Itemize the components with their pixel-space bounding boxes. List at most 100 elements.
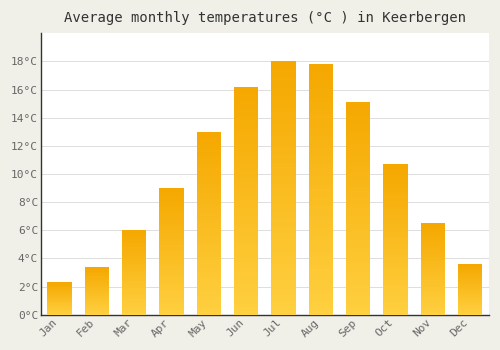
Bar bbox=[421, 226, 445, 228]
Bar bbox=[458, 285, 482, 286]
Bar bbox=[346, 268, 370, 272]
Bar bbox=[197, 171, 221, 174]
Bar bbox=[197, 162, 221, 165]
Bar bbox=[85, 312, 109, 313]
Bar bbox=[384, 182, 407, 184]
Bar bbox=[309, 294, 333, 298]
Bar bbox=[346, 109, 370, 113]
Bar bbox=[197, 229, 221, 232]
Bar bbox=[160, 226, 184, 228]
Bar bbox=[197, 290, 221, 293]
Bar bbox=[272, 243, 295, 247]
Bar bbox=[384, 184, 407, 187]
Bar bbox=[122, 309, 146, 310]
Bar bbox=[272, 264, 295, 268]
Bar bbox=[384, 262, 407, 265]
Bar bbox=[309, 285, 333, 290]
Bar bbox=[85, 313, 109, 314]
Bar bbox=[85, 287, 109, 288]
Bar bbox=[85, 310, 109, 312]
Bar bbox=[309, 277, 333, 281]
Bar bbox=[160, 296, 184, 298]
Bar bbox=[272, 230, 295, 235]
Bar bbox=[122, 241, 146, 243]
Bar bbox=[85, 299, 109, 300]
Bar bbox=[160, 298, 184, 300]
Bar bbox=[160, 264, 184, 266]
Bar bbox=[346, 162, 370, 166]
Bar bbox=[85, 300, 109, 301]
Bar bbox=[234, 265, 258, 269]
Bar bbox=[122, 278, 146, 280]
Bar bbox=[122, 302, 146, 303]
Bar bbox=[458, 276, 482, 278]
Bar bbox=[160, 293, 184, 296]
Bar bbox=[234, 303, 258, 307]
Bar bbox=[234, 280, 258, 284]
Bar bbox=[160, 313, 184, 315]
Bar bbox=[160, 279, 184, 281]
Bar bbox=[234, 204, 258, 208]
Bar bbox=[309, 177, 333, 181]
Bar bbox=[85, 275, 109, 276]
Bar bbox=[346, 290, 370, 293]
Bar bbox=[122, 239, 146, 240]
Bar bbox=[160, 239, 184, 241]
Bar bbox=[309, 206, 333, 210]
Bar bbox=[309, 269, 333, 273]
Bar bbox=[160, 253, 184, 256]
Bar bbox=[272, 281, 295, 285]
Bar bbox=[122, 232, 146, 233]
Bar bbox=[122, 243, 146, 244]
Bar bbox=[234, 223, 258, 227]
Bar bbox=[122, 246, 146, 247]
Bar bbox=[197, 199, 221, 202]
Bar bbox=[122, 250, 146, 251]
Bar bbox=[272, 95, 295, 99]
Bar bbox=[85, 290, 109, 291]
Bar bbox=[384, 212, 407, 214]
Bar bbox=[122, 298, 146, 299]
Bar bbox=[234, 231, 258, 235]
Bar bbox=[197, 211, 221, 214]
Bar bbox=[384, 259, 407, 262]
Bar bbox=[234, 98, 258, 102]
Bar bbox=[384, 244, 407, 247]
Bar bbox=[234, 288, 258, 292]
Bar bbox=[346, 311, 370, 315]
Bar bbox=[160, 219, 184, 222]
Bar bbox=[122, 254, 146, 256]
Bar bbox=[458, 279, 482, 280]
Bar bbox=[384, 229, 407, 232]
Bar bbox=[421, 235, 445, 237]
Bar bbox=[234, 258, 258, 261]
Bar bbox=[272, 293, 295, 298]
Bar bbox=[384, 194, 407, 197]
Bar bbox=[122, 279, 146, 281]
Bar bbox=[421, 312, 445, 313]
Bar bbox=[48, 288, 72, 289]
Bar bbox=[48, 292, 72, 293]
Bar bbox=[272, 201, 295, 205]
Bar bbox=[234, 246, 258, 250]
Bar bbox=[160, 274, 184, 277]
Bar bbox=[309, 239, 333, 244]
Bar bbox=[421, 263, 445, 264]
Bar bbox=[309, 114, 333, 118]
Bar bbox=[85, 296, 109, 297]
Bar bbox=[309, 189, 333, 194]
Bar bbox=[384, 289, 407, 292]
Bar bbox=[272, 188, 295, 192]
Bar bbox=[85, 308, 109, 309]
Bar bbox=[384, 264, 407, 267]
Bar bbox=[160, 234, 184, 237]
Bar bbox=[384, 272, 407, 274]
Bar bbox=[384, 292, 407, 295]
Bar bbox=[421, 238, 445, 240]
Bar bbox=[346, 283, 370, 286]
Bar bbox=[272, 213, 295, 218]
Bar bbox=[122, 274, 146, 275]
Bar bbox=[197, 260, 221, 263]
Bar bbox=[197, 257, 221, 260]
Bar bbox=[272, 120, 295, 125]
